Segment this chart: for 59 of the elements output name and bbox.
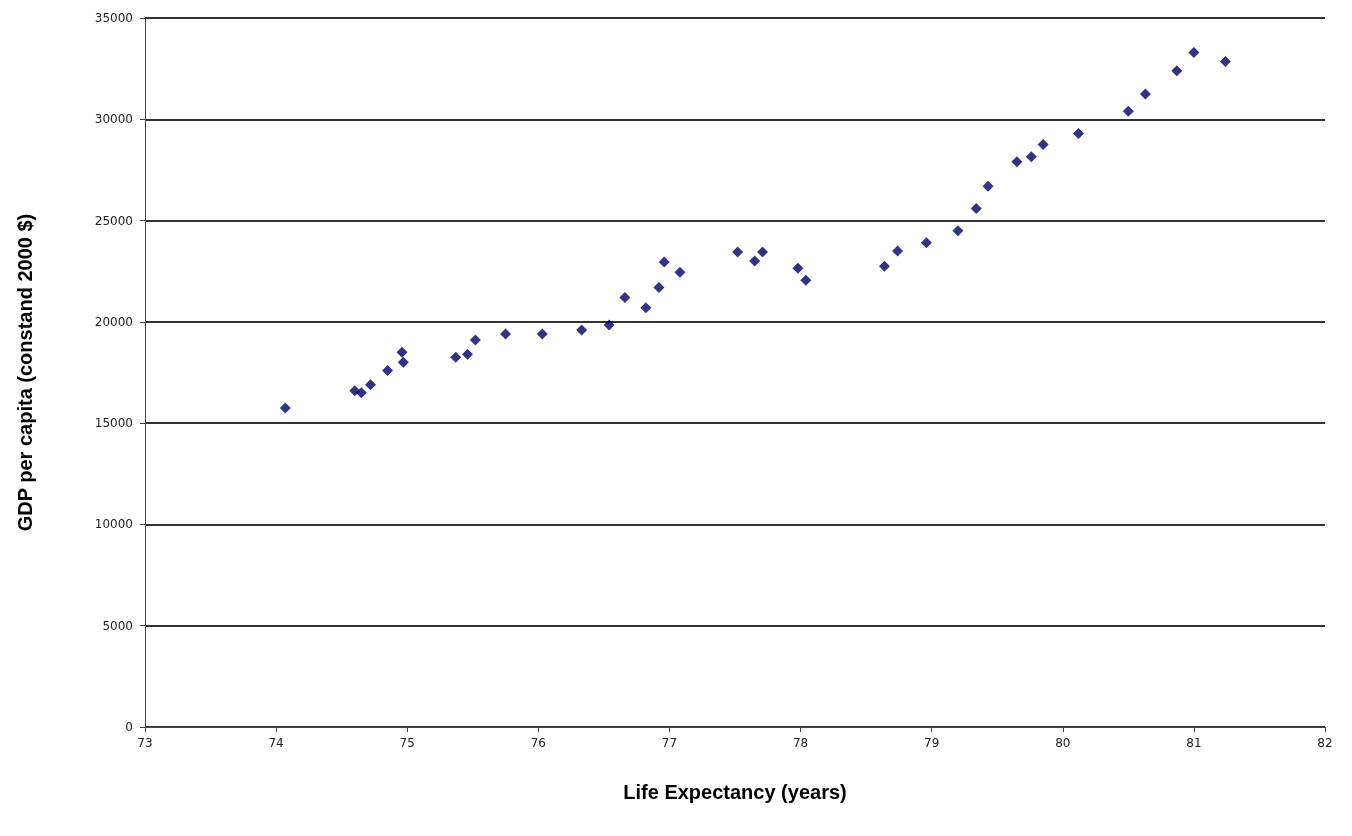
point: [920, 237, 932, 249]
point: [878, 260, 890, 272]
point: [1122, 105, 1134, 117]
x-tick-label: 78: [792, 736, 809, 750]
point: [576, 324, 588, 336]
x-tick-label: 73: [137, 736, 153, 750]
x-tick-label: 81: [1186, 736, 1202, 750]
point: [1219, 56, 1231, 68]
point: [952, 225, 964, 237]
point: [500, 328, 512, 340]
point: [1011, 156, 1023, 168]
point: [757, 246, 769, 258]
point: [1037, 139, 1049, 151]
point: [792, 262, 804, 274]
point: [1171, 65, 1183, 77]
x-tick-label: 76: [530, 736, 546, 750]
point: [279, 402, 291, 414]
point: [365, 379, 377, 391]
point: [892, 245, 904, 257]
x-axis-title: Life Expectancy (years): [623, 781, 847, 803]
point: [603, 319, 615, 331]
point: [653, 281, 665, 293]
point: [982, 180, 994, 192]
point: [970, 202, 982, 214]
x-tick-label: 80: [1055, 736, 1071, 750]
y-tick-label: 10000: [94, 517, 133, 532]
point: [1025, 151, 1037, 163]
x-tick-label: 77: [661, 736, 678, 750]
y-tick-label: 30000: [94, 112, 133, 127]
point: [674, 266, 686, 278]
point: [1188, 46, 1200, 58]
point: [397, 356, 409, 368]
x-tick-label: 79: [924, 736, 940, 750]
y-tick-label: 25000: [94, 213, 133, 228]
y-tick-label: 15000: [94, 416, 133, 431]
y-tick-label: 35000: [94, 11, 133, 25]
point: [749, 255, 761, 267]
point: [382, 364, 394, 376]
x-tick-label: 74: [268, 736, 284, 750]
point: [469, 334, 481, 346]
point: [619, 292, 631, 304]
point: [349, 385, 361, 397]
x-tick-label: 75: [399, 736, 415, 750]
point: [1139, 88, 1151, 100]
point: [462, 348, 474, 360]
point: [732, 246, 744, 258]
point: [536, 328, 548, 340]
point: [396, 346, 408, 358]
x-tick-label: 82: [1317, 736, 1333, 750]
point: [450, 351, 462, 363]
y-tick-label: 0: [125, 720, 133, 734]
point: [640, 302, 652, 314]
point: [355, 387, 367, 399]
y-tick-label: 20000: [94, 314, 133, 329]
point: [658, 256, 670, 268]
point: [800, 274, 812, 286]
point: [1073, 127, 1085, 139]
y-axis-title: GDP per capita (constand 2000 $): [14, 213, 36, 532]
y-tick-label: 5000: [102, 618, 133, 633]
